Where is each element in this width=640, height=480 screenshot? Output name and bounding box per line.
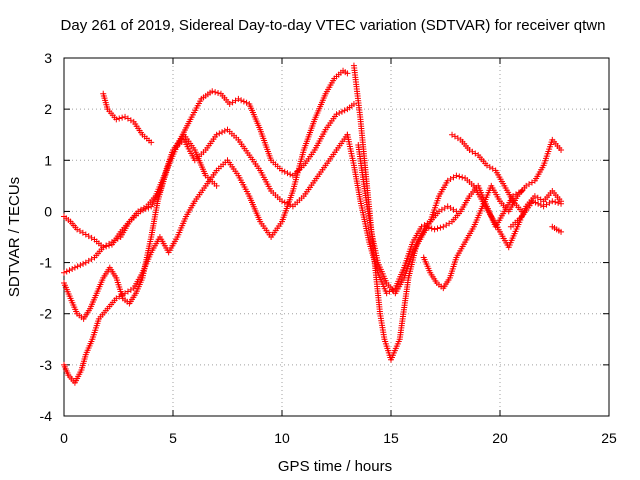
data-point [549, 198, 556, 205]
data-point [116, 115, 123, 122]
x-axis-label: GPS time / hours [278, 458, 392, 475]
data-point [69, 265, 76, 272]
data-point [212, 89, 219, 96]
series-track-10 [449, 131, 525, 215]
data-point [219, 129, 226, 136]
x-tick-label: 25 [601, 430, 617, 446]
data-point [287, 171, 294, 178]
y-tick-label: -3 [40, 357, 53, 373]
data-point [80, 260, 87, 267]
series-track-8 [355, 141, 565, 297]
data-point [103, 243, 110, 250]
data-point [221, 127, 228, 134]
data-point [344, 70, 351, 77]
data-point [437, 224, 444, 231]
x-tick-label: 20 [492, 430, 508, 446]
data-point [456, 173, 463, 180]
data-point [100, 244, 107, 251]
data-point [74, 263, 81, 270]
data-point [518, 187, 525, 194]
data-point [113, 116, 120, 123]
data-point [66, 267, 73, 274]
data-point [119, 114, 126, 121]
data-point [333, 111, 340, 118]
data-point [338, 108, 345, 115]
data-points [61, 62, 565, 386]
data-point [431, 226, 438, 233]
y-tick-label: -2 [40, 306, 53, 322]
data-point [532, 199, 539, 206]
y-axis-label: SDTVAR / TECUs [6, 177, 23, 297]
data-point [535, 200, 542, 207]
y-tick-label: 1 [44, 152, 52, 168]
x-tick-label: 10 [274, 430, 290, 446]
y-tick-label: 0 [44, 203, 52, 219]
series-track-11 [507, 198, 565, 230]
data-point [434, 225, 441, 232]
series-track-7 [350, 62, 525, 363]
data-point [350, 101, 357, 108]
data-point [529, 198, 536, 205]
data-point [558, 147, 565, 154]
series-track-12 [549, 223, 565, 235]
data-point [240, 98, 247, 105]
data-point [61, 269, 67, 276]
data-point [336, 109, 343, 116]
y-tick-label: -1 [40, 255, 53, 271]
data-point [243, 99, 250, 106]
series-track-1 [100, 90, 155, 146]
series-track-4 [61, 67, 351, 386]
data-point [279, 167, 285, 174]
data-point [209, 88, 216, 95]
y-tick-label: -4 [40, 408, 53, 424]
y-tick-label: 3 [44, 50, 52, 66]
x-tick-label: 15 [383, 430, 399, 446]
data-point [552, 199, 559, 206]
data-point [213, 182, 220, 189]
x-tick-label: 0 [60, 430, 68, 446]
x-axis-ticks: 0 5 10 15 20 25 [60, 58, 617, 446]
data-point [235, 95, 242, 102]
data-point [537, 202, 544, 209]
data-point [558, 200, 565, 207]
data-point [341, 107, 348, 114]
data-point [284, 170, 291, 177]
plot-frame [63, 57, 610, 417]
data-point [106, 242, 113, 249]
data-point [71, 264, 78, 271]
data-point [281, 199, 288, 206]
data-point [558, 228, 565, 235]
data-point [279, 198, 285, 205]
series-track-9 [420, 136, 565, 292]
x-tick-label: 5 [169, 430, 177, 446]
y-tick-label: 2 [44, 101, 52, 117]
data-point [555, 199, 562, 206]
data-point [215, 89, 222, 96]
chart-title: Day 261 of 2019, Sidereal Day-to-day VTE… [61, 17, 606, 34]
y-axis-ticks: -4 -3 -2 -1 0 1 2 3 [40, 50, 609, 424]
data-point [148, 139, 155, 146]
data-point [238, 97, 245, 104]
data-point [77, 262, 84, 269]
data-point [216, 130, 223, 137]
data-point [281, 168, 288, 175]
series-track-5 [61, 131, 220, 322]
series-track-6 [344, 131, 460, 297]
data-point [459, 174, 466, 181]
grid-lines [64, 58, 609, 416]
data-point [453, 172, 460, 179]
data-point [63, 268, 70, 275]
data-point [428, 225, 435, 232]
data-point [213, 131, 220, 138]
